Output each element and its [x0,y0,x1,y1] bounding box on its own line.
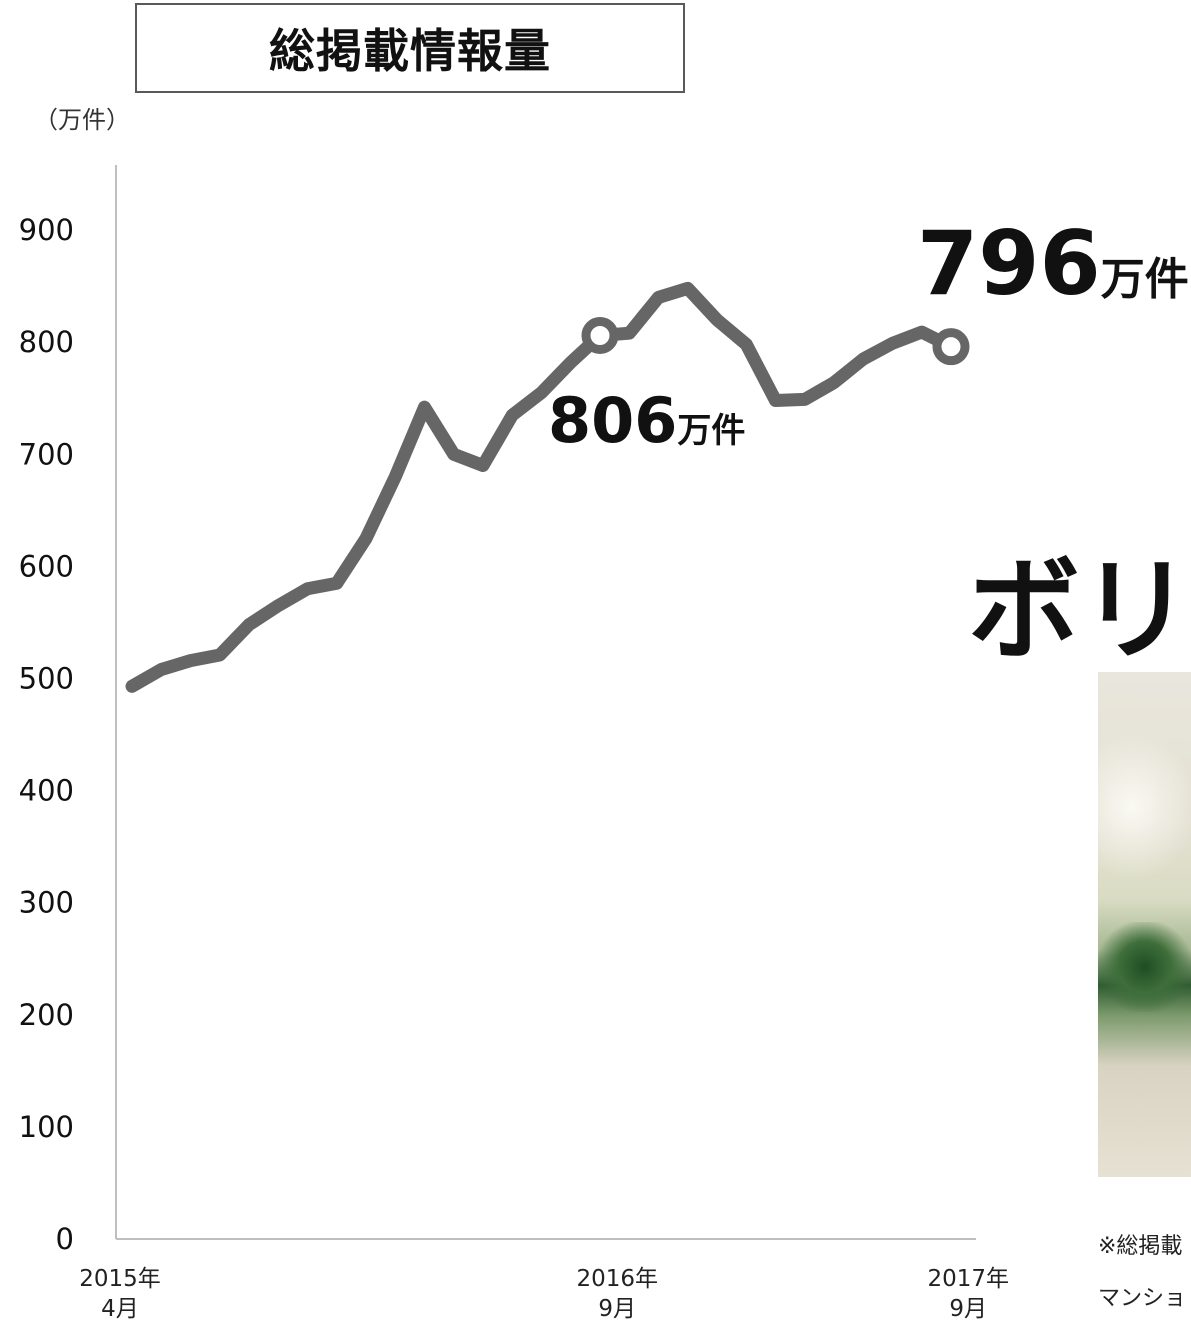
x-tick-label: 9月 [598,1296,636,1322]
x-tick-label: 2016年 [576,1266,658,1292]
callout-806-value: 806 [548,384,677,457]
decorative-photo [1098,672,1191,1177]
y-axis-unit-label: （万件） [34,106,130,134]
callout-796-value: 796 [917,212,1101,315]
highlight-point [932,328,970,366]
callout-796: 796万件 [917,212,1189,315]
series-layer [125,281,970,693]
y-tick-label: 900 [19,213,74,247]
footnote-line-2: マンショ [1098,1286,1187,1311]
y-tick-label: 500 [19,662,74,696]
x-tick-label: 4月 [101,1296,139,1322]
callout-806: 806万件 [548,384,745,457]
chart-title: 総掲載情報量 [135,3,685,93]
y-tick-label: 300 [19,886,74,920]
y-axis-ticks: 0 100 200 300 400 500 600 700 800 900 [19,213,74,1256]
series-line [125,281,958,693]
callout-796-unit: 万件 [1101,254,1189,305]
y-tick-label: 0 [56,1222,74,1256]
side-heading-text: ボリ [968,546,1191,676]
y-tick-label: 200 [19,998,74,1032]
x-tick-label: 9月 [949,1296,987,1322]
y-tick-label: 800 [19,325,74,359]
x-axis-ticks: 2015年 4月 2016年 9月 2017年 9月 [79,1266,1009,1322]
footnote-line-1: ※総掲載 [1098,1234,1183,1259]
y-tick-label: 400 [19,774,74,808]
y-tick-label: 700 [19,437,74,471]
x-tick-label: 2017年 [927,1266,1009,1292]
callout-806-unit: 万件 [677,411,745,451]
y-tick-label: 100 [19,1110,74,1144]
chart-axes [115,165,976,1240]
highlight-point [581,316,619,354]
x-tick-label: 2015年 [79,1266,161,1292]
y-tick-label: 600 [19,549,74,583]
